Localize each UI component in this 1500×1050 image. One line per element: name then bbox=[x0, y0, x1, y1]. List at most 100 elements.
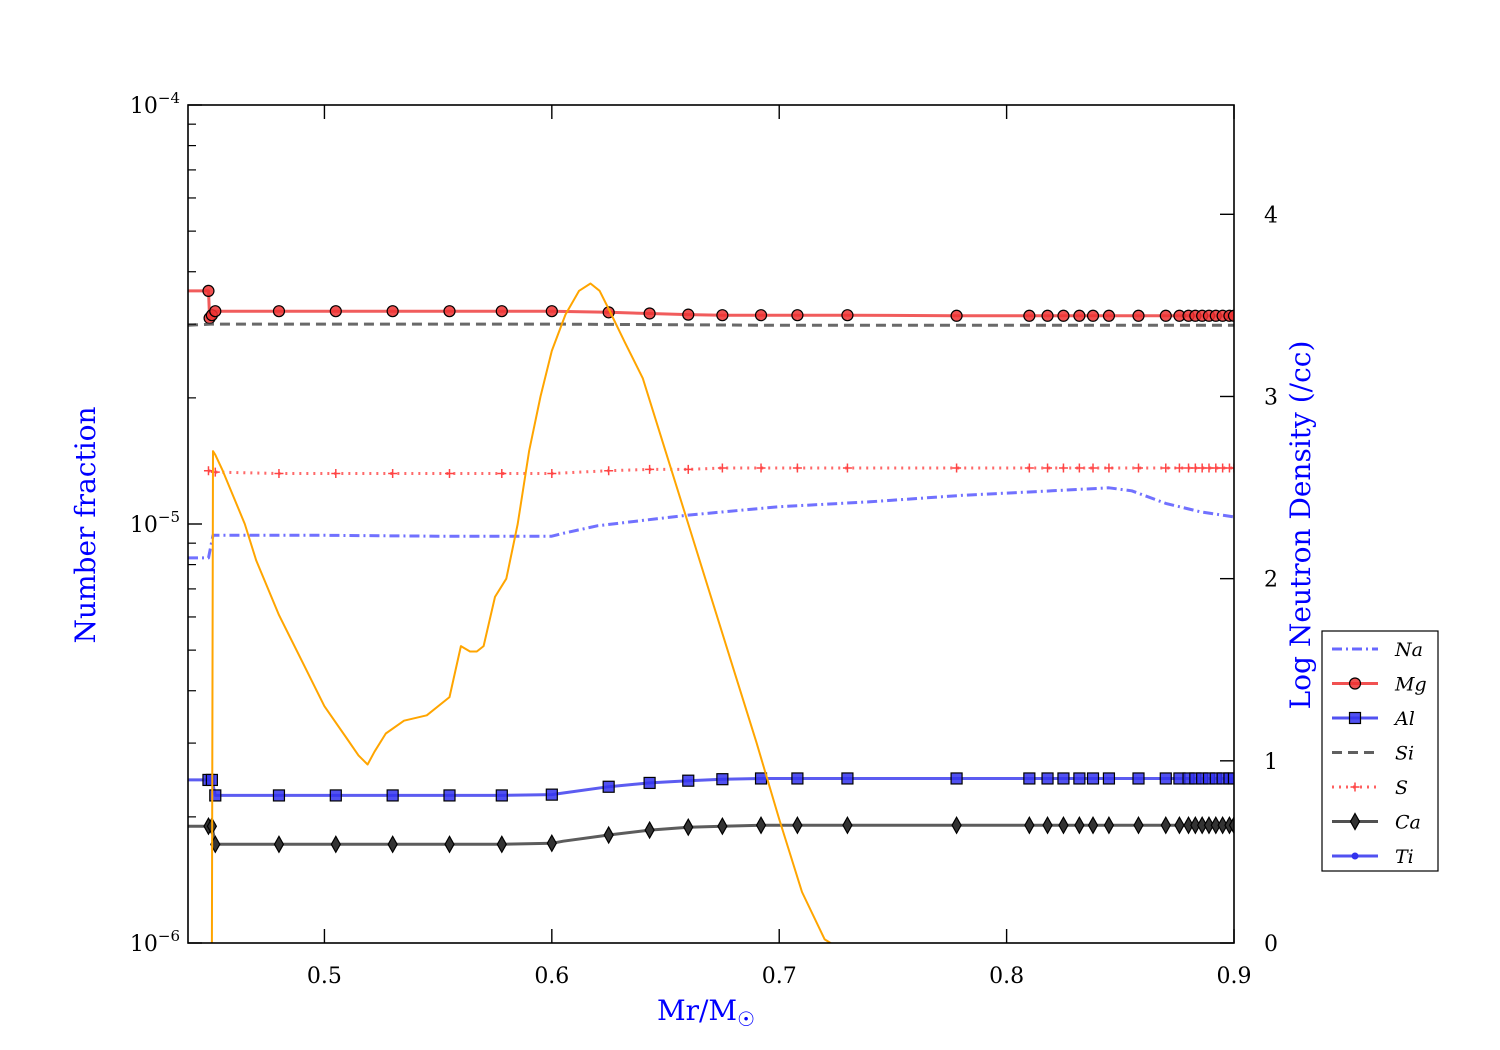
data-point-s bbox=[331, 468, 341, 478]
data-point-s bbox=[1074, 463, 1084, 473]
data-point-mg bbox=[443, 305, 456, 318]
data-point-al bbox=[643, 776, 656, 790]
data-point-mg bbox=[1057, 309, 1070, 322]
data-point-mg bbox=[1041, 309, 1054, 322]
data-point-ca bbox=[1174, 816, 1185, 835]
legend-marker-mg bbox=[1348, 677, 1362, 690]
data-point-ca bbox=[792, 816, 803, 835]
legend-marker-ca bbox=[1349, 812, 1361, 831]
data-point-mg bbox=[643, 307, 656, 320]
legend-label-al: Al bbox=[1393, 708, 1415, 730]
data-point-s bbox=[497, 468, 507, 478]
x-tick-label: 0.9 bbox=[1217, 964, 1252, 989]
data-point-ca bbox=[1087, 816, 1099, 835]
data-point-mg bbox=[202, 284, 215, 298]
legend-marker-al bbox=[1348, 711, 1362, 725]
legend-item-ti: Ti bbox=[1332, 846, 1414, 868]
data-point-al bbox=[272, 789, 286, 802]
x-axis-title-text: Mr/M bbox=[657, 994, 737, 1027]
data-point-ca bbox=[1183, 816, 1194, 835]
y-right-tick-label: 1 bbox=[1264, 750, 1278, 775]
legend: Na Mg Al Si S Ca Ti bbox=[1321, 630, 1439, 872]
legend-marker-ti bbox=[1351, 852, 1359, 860]
data-point-mg bbox=[386, 305, 399, 318]
data-point-al bbox=[841, 772, 854, 785]
data-point-ca bbox=[1133, 816, 1144, 835]
legend-item-ca: Ca bbox=[1332, 812, 1421, 834]
data-point-al bbox=[1073, 772, 1086, 785]
data-point-al bbox=[791, 772, 804, 785]
x-tick-label: 0.5 bbox=[307, 964, 342, 989]
data-point-ca bbox=[1058, 816, 1069, 835]
data-point-ca bbox=[1203, 816, 1215, 835]
series-layer bbox=[188, 282, 1234, 943]
data-point-al bbox=[1057, 772, 1070, 785]
data-point-s bbox=[1088, 463, 1098, 473]
data-point-mg bbox=[1159, 309, 1172, 322]
data-point-mg bbox=[682, 308, 695, 321]
data-point-mg bbox=[495, 305, 508, 318]
y-right-tick-label: 0 bbox=[1264, 932, 1278, 957]
y-left-tick-label: 10−5 bbox=[130, 508, 180, 538]
data-point-ca bbox=[842, 816, 853, 835]
series-line-neutron-density bbox=[210, 282, 833, 943]
series-al bbox=[188, 772, 1234, 802]
legend-label-si: Si bbox=[1395, 743, 1414, 765]
series-neutron-density bbox=[210, 282, 833, 943]
y-axis-left-title: Number fraction bbox=[69, 406, 102, 643]
data-point-mg bbox=[754, 309, 768, 322]
data-point-mg bbox=[1086, 309, 1100, 322]
data-point-al bbox=[716, 773, 729, 786]
plot-frame bbox=[187, 104, 1235, 944]
data-point-s bbox=[1024, 463, 1034, 473]
data-point-s bbox=[274, 468, 284, 478]
data-point-mg bbox=[545, 305, 558, 318]
data-point-mg bbox=[791, 309, 804, 322]
data-point-ca bbox=[1228, 816, 1234, 835]
x-tick-label: 0.6 bbox=[534, 964, 569, 989]
data-point-al bbox=[443, 789, 456, 802]
legend-item-al: Al bbox=[1332, 708, 1415, 730]
data-point-mg bbox=[1102, 309, 1116, 322]
data-point-ca bbox=[1190, 816, 1201, 835]
data-point-al bbox=[1023, 772, 1036, 785]
data-point-al bbox=[1159, 772, 1172, 785]
x-tick-label: 0.7 bbox=[762, 964, 797, 989]
data-point-ca bbox=[603, 825, 614, 845]
data-point-s bbox=[1174, 463, 1184, 473]
data-point-ca bbox=[1074, 816, 1085, 835]
x-axis-title: Mr/M☉ bbox=[657, 994, 755, 1031]
data-point-s bbox=[842, 463, 852, 473]
y-right-tick-label: 3 bbox=[1264, 385, 1278, 410]
data-point-mg bbox=[950, 309, 963, 322]
legend-frame bbox=[1321, 630, 1439, 872]
legend-label-mg: Mg bbox=[1394, 674, 1427, 696]
data-point-al bbox=[329, 789, 342, 802]
legend-marker-s bbox=[1350, 782, 1360, 792]
legend-label-ca: Ca bbox=[1395, 812, 1421, 834]
data-point-mg bbox=[209, 305, 222, 318]
data-point-ca bbox=[546, 834, 558, 853]
data-point-s bbox=[792, 463, 802, 473]
data-point-ca bbox=[1042, 816, 1053, 835]
y-axis-right-title: Log Neutron Density (/cc) bbox=[1284, 341, 1317, 710]
data-point-mg bbox=[1023, 309, 1036, 322]
data-point-mg bbox=[329, 305, 342, 318]
data-point-s bbox=[1161, 463, 1171, 473]
data-point-al bbox=[950, 772, 963, 785]
data-point-al bbox=[209, 789, 222, 802]
data-point-s bbox=[1229, 463, 1234, 473]
y-left-tick-label: 10−6 bbox=[130, 927, 180, 957]
data-point-ca bbox=[273, 835, 285, 854]
ticks-layer: 0.5 0.6 0.7 0.8 0.9 10−6 10−5 10−4 0 1 2 3 4 bbox=[130, 89, 1278, 989]
data-point-ca bbox=[1103, 816, 1115, 835]
legend-label-ti: Ti bbox=[1395, 846, 1414, 868]
data-point-al bbox=[545, 788, 558, 801]
data-point-al bbox=[495, 789, 508, 802]
data-point-ca bbox=[717, 816, 728, 836]
data-point-s bbox=[1104, 463, 1114, 473]
svg-text:Mr/M☉: Mr/M☉ bbox=[657, 994, 755, 1031]
data-point-ca bbox=[1210, 816, 1221, 835]
data-point-al bbox=[1227, 772, 1234, 785]
